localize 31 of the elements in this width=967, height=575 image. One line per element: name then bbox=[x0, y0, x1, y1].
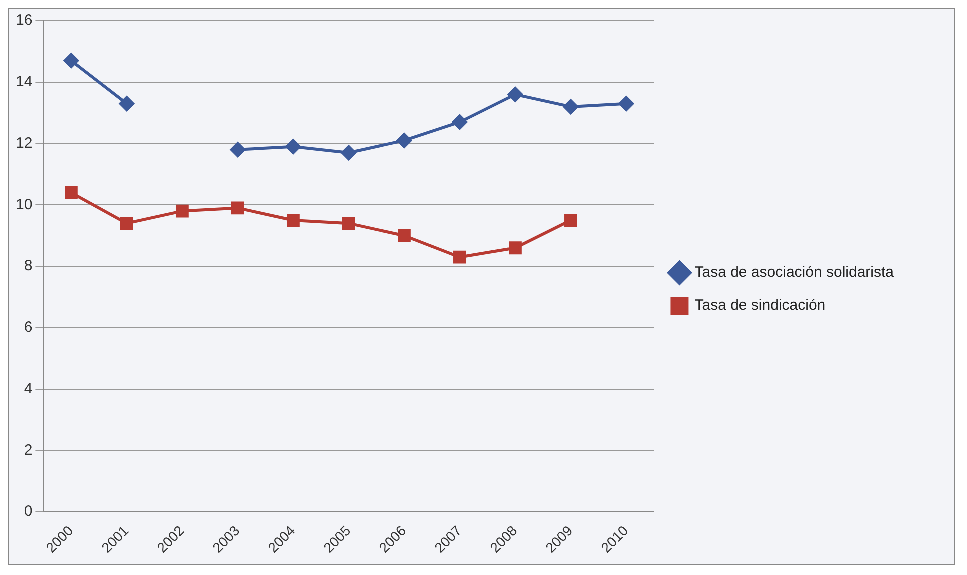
point bbox=[231, 202, 244, 215]
y-tick-label: 8 bbox=[24, 258, 33, 275]
y-tick-label: 12 bbox=[16, 134, 33, 152]
point bbox=[230, 142, 246, 158]
point bbox=[509, 242, 522, 255]
point bbox=[64, 53, 79, 68]
point bbox=[176, 204, 189, 218]
point bbox=[119, 96, 134, 112]
point bbox=[508, 87, 523, 102]
legend-label: Tasa de asociación solidarista bbox=[694, 264, 895, 282]
point bbox=[120, 217, 134, 230]
point bbox=[342, 217, 356, 230]
point bbox=[563, 99, 578, 114]
point bbox=[287, 214, 300, 227]
point bbox=[454, 250, 466, 264]
point bbox=[564, 214, 578, 227]
legend-label: Tasa de sindicación bbox=[694, 297, 826, 314]
point bbox=[396, 133, 412, 148]
point bbox=[64, 186, 78, 200]
y-tick-label: 2 bbox=[24, 442, 33, 459]
point bbox=[341, 145, 356, 160]
y-tick-label: 0 bbox=[24, 503, 33, 520]
y-tick-label: 4 bbox=[24, 380, 33, 398]
y-tick-label: 16 bbox=[16, 12, 33, 30]
point bbox=[618, 96, 634, 112]
point bbox=[286, 139, 301, 154]
y-tick-label: 14 bbox=[16, 74, 33, 91]
y-tick-label: 6 bbox=[24, 319, 33, 336]
point bbox=[452, 114, 468, 130]
y-tick-label: 10 bbox=[16, 196, 33, 214]
point bbox=[398, 229, 411, 242]
